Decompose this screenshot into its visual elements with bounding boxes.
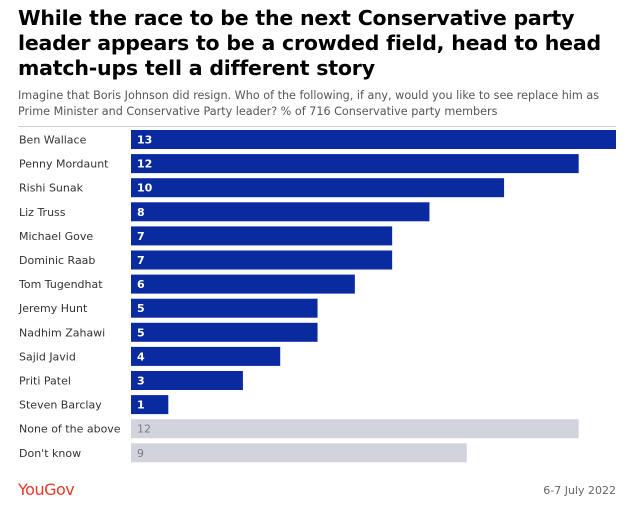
bar (131, 226, 393, 246)
header-divider (18, 126, 616, 127)
bar (131, 371, 243, 390)
yougov-logo: YouGov (18, 480, 75, 499)
bar (131, 322, 318, 342)
value-label: 7 (137, 254, 145, 267)
value-label: 9 (137, 447, 144, 460)
bar (131, 346, 281, 366)
chart-subtitle: Imagine that Boris Johnson did resign. W… (18, 89, 600, 118)
category-label: Steven Barclay (19, 399, 102, 412)
category-label: Liz Truss (19, 206, 66, 219)
value-label: 6 (137, 278, 145, 291)
value-label: 5 (137, 326, 145, 339)
category-label: Jeremy Hunt (18, 302, 88, 315)
category-label: Michael Gove (19, 230, 93, 243)
category-label: Nadhim Zahawi (19, 326, 105, 339)
bar (131, 419, 579, 439)
bar (131, 395, 169, 415)
value-label: 4 (137, 350, 145, 363)
category-label: Ben Wallace (19, 134, 87, 147)
category-label: Don't know (19, 447, 81, 460)
value-label: 13 (137, 134, 152, 147)
bar (131, 250, 393, 270)
bar (131, 202, 430, 222)
category-label: Dominic Raab (19, 254, 95, 267)
bar (131, 298, 318, 318)
category-label: Penny Mordaunt (19, 158, 109, 171)
category-label: Sajid Javid (19, 350, 76, 363)
value-label: 5 (137, 302, 145, 315)
chart-title: While the race to be the next Conservati… (18, 6, 601, 80)
bar (131, 274, 355, 294)
value-label: 3 (137, 375, 145, 388)
value-label: 12 (137, 158, 152, 171)
bar (131, 178, 505, 198)
bar (131, 130, 616, 149)
value-label: 1 (137, 399, 145, 412)
category-label: None of the above (19, 423, 121, 436)
bar (131, 443, 467, 463)
value-label: 8 (137, 206, 145, 219)
bar (131, 154, 579, 174)
value-label: 7 (137, 230, 145, 243)
survey-date: 6-7 July 2022 (543, 484, 616, 497)
value-label: 12 (137, 423, 151, 436)
category-label: Rishi Sunak (19, 182, 84, 195)
category-label: Tom Tugendhat (18, 278, 103, 291)
value-label: 10 (137, 182, 153, 195)
category-label: Priti Patel (19, 375, 71, 388)
